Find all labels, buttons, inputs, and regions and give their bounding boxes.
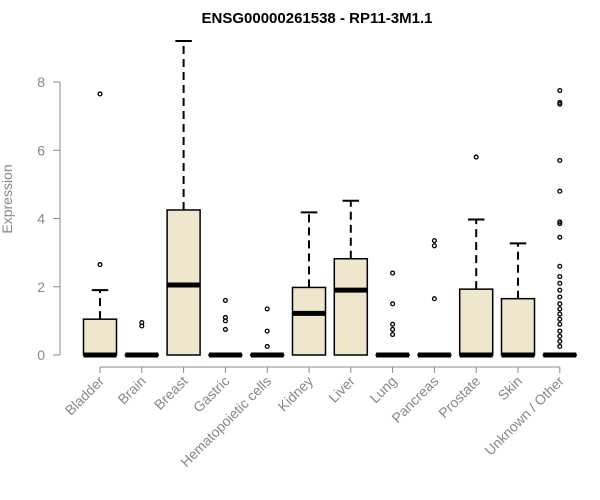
box-body	[82, 318, 118, 356]
box-body	[291, 286, 327, 356]
outlier-point	[557, 99, 563, 106]
outlier-point	[431, 296, 437, 302]
box-hematopoietic-cells	[249, 306, 285, 358]
box-skin	[500, 242, 536, 358]
outlier-point	[264, 328, 270, 334]
outlier-point	[557, 333, 563, 339]
x-tick-label: Kidney	[275, 373, 317, 415]
outlier-point	[264, 306, 270, 312]
box-brain	[124, 320, 160, 358]
outlier-point	[222, 297, 228, 303]
outlier-point	[390, 331, 396, 338]
y-axis: 0 2 4 6 8	[37, 74, 61, 363]
outlier-point	[390, 301, 396, 307]
outlier-point	[264, 343, 270, 350]
outlier-point	[473, 154, 479, 160]
outlier-point	[557, 273, 563, 280]
outlier-point	[557, 219, 563, 225]
outlier-point	[139, 320, 145, 326]
x-tick-label: Unknown / Other	[481, 373, 567, 459]
outlier-point	[390, 326, 396, 332]
outlier-point	[557, 234, 563, 240]
box-body	[333, 258, 369, 356]
box-body	[166, 209, 201, 356]
outlier-point	[557, 87, 563, 94]
x-tick-label: Breast	[151, 373, 191, 413]
y-axis-label: Expression	[0, 164, 15, 233]
outlier-point	[222, 326, 228, 332]
chart-title: ENSG00000261538 - RP11-3M1.1	[202, 10, 433, 27]
outlier-point	[431, 243, 437, 249]
outlier-point	[390, 321, 396, 327]
box-pancreas	[417, 238, 452, 358]
outlier-point	[557, 221, 563, 227]
x-tick-label: Liver	[325, 373, 358, 406]
box-body	[458, 288, 494, 356]
outlier-point	[557, 316, 563, 322]
outlier-point	[557, 188, 563, 194]
outlier-point	[557, 338, 563, 344]
x-tick-label: Prostate	[435, 373, 483, 421]
outlier-point	[557, 343, 563, 350]
y-tick-label: 8	[37, 74, 45, 90]
outlier-point	[557, 311, 563, 317]
outlier-point	[557, 301, 563, 307]
outlier-point	[557, 263, 563, 269]
y-tick-label: 6	[37, 142, 45, 158]
outlier-point	[390, 270, 396, 276]
y-tick-label: 2	[37, 279, 45, 295]
outlier-point	[97, 91, 103, 97]
box-gastric	[208, 297, 243, 358]
outlier-point	[431, 238, 437, 244]
outlier-point	[557, 294, 563, 300]
outlier-point	[557, 157, 563, 164]
x-tick-label: Bladder	[62, 373, 108, 419]
box-prostate	[458, 154, 494, 358]
box-kidney	[291, 211, 327, 356]
outlier-point	[222, 314, 228, 321]
x-tick-label: Skin	[495, 373, 526, 404]
box-lung	[375, 270, 410, 358]
box-breast	[166, 40, 201, 356]
outlier-point	[557, 306, 563, 312]
outlier-point	[557, 280, 563, 286]
outlier-point	[557, 287, 563, 293]
outlier-point	[557, 328, 563, 334]
y-tick-label: 4	[37, 211, 45, 227]
boxes	[82, 40, 578, 358]
box-body	[500, 297, 536, 356]
y-tick-label: 0	[37, 347, 45, 363]
box-unknown-other	[542, 87, 578, 358]
outlier-point	[557, 321, 563, 327]
box-liver	[333, 199, 369, 356]
outlier-point	[97, 262, 103, 268]
x-tick-label: Lung	[366, 373, 399, 406]
x-tick-label: Brain	[114, 373, 148, 407]
box-bladder	[82, 91, 118, 358]
outlier-point	[557, 101, 563, 107]
